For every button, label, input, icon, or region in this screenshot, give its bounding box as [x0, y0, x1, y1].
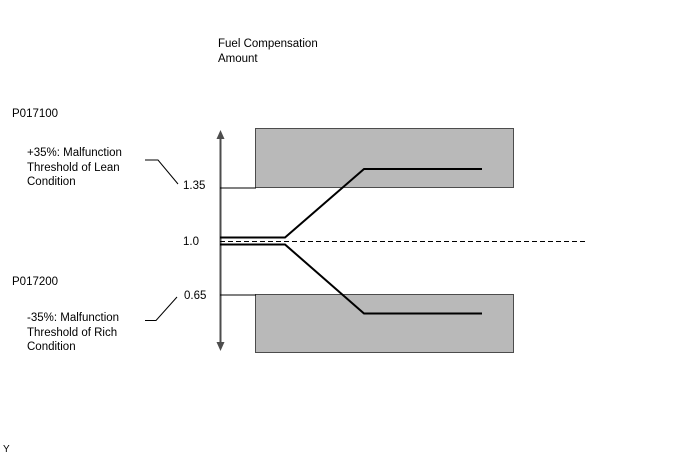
rich-drift-trace [220, 243, 482, 315]
lean-drift-trace [220, 168, 482, 239]
dtc-code-rich: P017200 [12, 276, 59, 288]
tick-label-lower: 0.65 [184, 290, 207, 302]
axis-up-arrow-icon [216, 130, 225, 139]
rich-malfunction-region [255, 294, 514, 353]
lean-callout-line [145, 159, 179, 185]
chart-title: Fuel Compensation Amount [218, 38, 318, 65]
axis-down-arrow-icon [216, 342, 225, 351]
rich-callout-line [145, 296, 178, 321]
lean-threshold-label: +35%: Malfunction Threshold of Lean Cond… [27, 147, 122, 188]
tick-label-center: 1.0 [183, 236, 199, 248]
tick-label-upper: 1.35 [183, 180, 206, 192]
lean-malfunction-region [255, 128, 514, 188]
origin-label-y: Y [3, 444, 10, 455]
rich-threshold-label: -35%: Malfunction Threshold of Rich Cond… [27, 312, 120, 353]
dtc-code-lean: P017100 [12, 108, 59, 120]
